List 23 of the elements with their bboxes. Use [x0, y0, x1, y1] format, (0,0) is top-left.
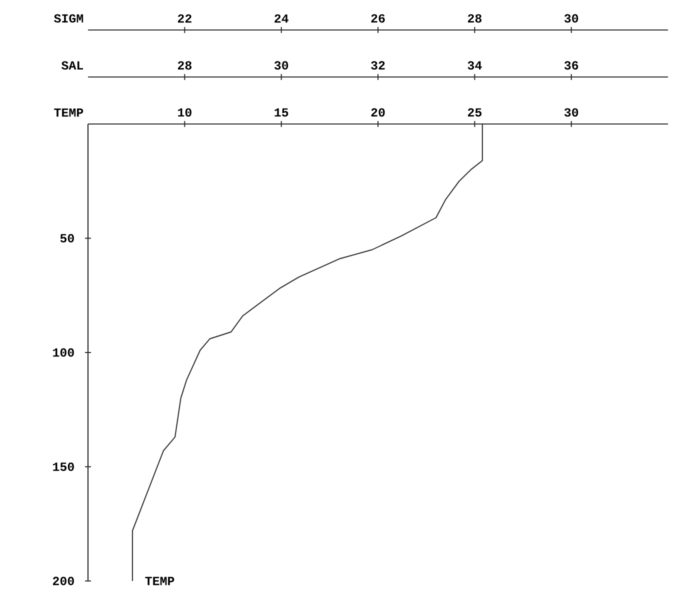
text: 22 — [178, 14, 192, 23]
x-tick-label: 30 — [564, 108, 578, 117]
x2-tick-label: 28 — [178, 61, 192, 70]
text: 28 — [468, 14, 482, 23]
text: 24 — [274, 14, 288, 23]
x2-tick-label: 36 — [564, 61, 578, 70]
x2-tick-label: 34 — [468, 61, 482, 70]
x-tick-label: 15 — [274, 108, 288, 117]
x-axis-title: TEMP — [54, 108, 84, 117]
y-tick-label: 150 — [53, 462, 74, 471]
text: 30 — [564, 14, 578, 23]
y-tick-label: 50 — [60, 234, 74, 242]
x2-tick-label: 32 — [371, 61, 385, 70]
y-tick-label: 100 — [53, 348, 74, 357]
x-tick-label: 20 — [371, 108, 385, 117]
text: 26 — [371, 14, 385, 23]
x2-axis-title: SAL — [61, 61, 84, 70]
series-label: TEMP — [145, 576, 174, 586]
text: SIGM — [54, 14, 84, 23]
y-tick-label: 200 — [52, 576, 74, 586]
x2-tick-label: 30 — [274, 61, 288, 70]
x-tick-label: 10 — [178, 108, 192, 117]
x-tick-label: 25 — [468, 108, 482, 117]
